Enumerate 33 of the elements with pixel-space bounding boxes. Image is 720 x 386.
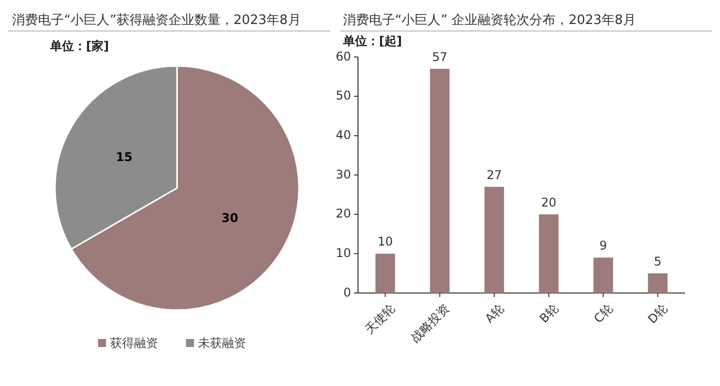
y-tick-label: 20 xyxy=(336,206,351,221)
y-tick-label: 10 xyxy=(336,246,351,260)
bar xyxy=(538,214,559,293)
data-label: 15 xyxy=(116,150,133,164)
y-tick-label: 30 xyxy=(336,167,351,182)
bar xyxy=(648,273,668,293)
legend-label: 获得融资 xyxy=(110,336,158,350)
bar xyxy=(484,186,504,293)
data-label: 9 xyxy=(599,238,608,253)
data-label: 10 xyxy=(378,234,393,249)
bar xyxy=(593,258,614,293)
y-axis-title: 单位：[起] xyxy=(342,34,402,48)
y-tick-label: 0 xyxy=(343,285,351,300)
x-tick-label: 天使轮 xyxy=(362,301,398,337)
bar xyxy=(430,68,450,293)
data-label: 57 xyxy=(432,50,448,64)
x-tick-label: 战略投资 xyxy=(408,301,452,346)
chart-title: 消费电子“小巨人” 企业融资轮次分布，2023年8月 xyxy=(343,13,636,28)
data-label: 20 xyxy=(541,195,556,210)
x-tick-label: A轮 xyxy=(482,301,507,326)
y-tick-label: 40 xyxy=(336,128,351,142)
data-label: 30 xyxy=(221,210,238,225)
chart-title: 消费电子“小巨人”获得融资企业数量，2023年8月 xyxy=(12,13,301,28)
legend-label: 未获融资 xyxy=(198,336,246,350)
text: 单位：[家] xyxy=(49,39,109,53)
x-tick-label: C轮 xyxy=(591,301,616,326)
y-tick-label: 60 xyxy=(336,49,351,64)
data-label: 27 xyxy=(486,168,502,182)
x-tick-label: D轮 xyxy=(645,301,670,326)
x-tick-label: B轮 xyxy=(536,301,562,326)
y-tick-label: 50 xyxy=(336,88,351,103)
bar xyxy=(375,254,396,293)
data-label: 5 xyxy=(654,254,662,268)
